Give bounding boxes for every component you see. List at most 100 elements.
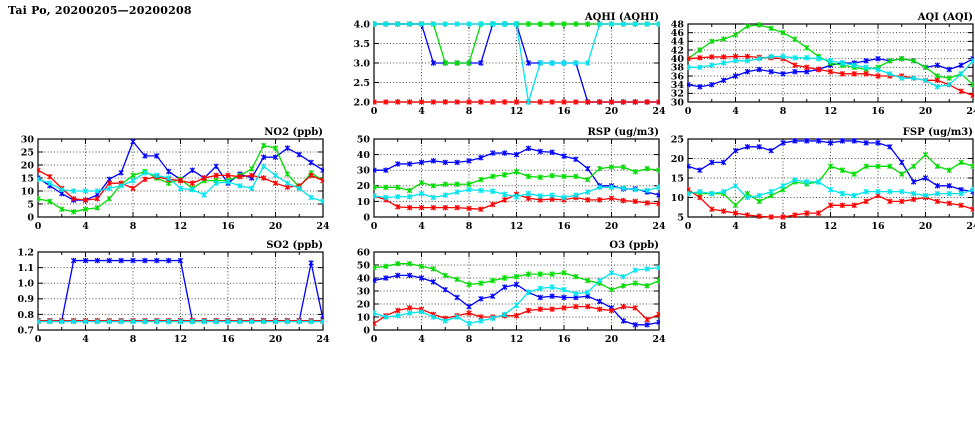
data-point-marker (922, 192, 929, 199)
data-point-marker (815, 66, 822, 73)
data-point-marker (608, 164, 615, 170)
data-point-marker (94, 196, 101, 202)
data-point-marker (213, 180, 219, 186)
data-point-marker (561, 286, 567, 293)
data-point-marker (709, 159, 715, 166)
data-point-marker (454, 294, 460, 301)
data-point-marker (513, 312, 520, 319)
data-point-marker (887, 71, 893, 77)
x-tick-label: 4 (418, 221, 425, 232)
x-tick-label: 8 (466, 106, 473, 117)
chart-title-rsp: RSP (ug/m3) (588, 127, 659, 138)
data-point-marker (970, 186, 974, 193)
data-point-marker (406, 21, 413, 27)
data-point-marker (70, 209, 77, 215)
y-tick-label: 30 (357, 286, 371, 297)
y-tick-label: 20 (671, 154, 685, 165)
data-point-marker (106, 185, 112, 192)
chart-title-no2: NO2 (ppb) (264, 127, 323, 138)
data-point-marker (839, 60, 846, 66)
data-point-marker (851, 171, 857, 177)
data-point-marker (454, 60, 460, 66)
data-point-marker (815, 210, 822, 216)
data-point-marker (501, 172, 508, 178)
data-point-marker (537, 21, 543, 27)
data-point-marker (478, 99, 484, 105)
data-point-marker (59, 186, 65, 193)
data-point-marker (70, 196, 77, 202)
data-point-marker (851, 71, 857, 77)
data-point-marker (687, 81, 691, 88)
data-point-marker (687, 55, 691, 62)
data-point-marker (395, 161, 401, 167)
data-point-marker (596, 184, 603, 191)
data-point-marker (887, 163, 893, 170)
y-tick-label: 30 (671, 97, 685, 108)
x-tick-label: 8 (466, 221, 473, 232)
data-point-marker (430, 158, 437, 164)
data-point-marker (537, 174, 543, 180)
data-point-marker (561, 21, 567, 27)
data-point-marker (154, 318, 160, 325)
data-point-marker (946, 200, 952, 207)
x-tick-label: 20 (605, 106, 619, 117)
data-point-marker (490, 150, 496, 156)
data-point-marker (934, 198, 941, 205)
data-point-marker (189, 186, 196, 193)
data-point-marker (225, 179, 231, 185)
data-point-marker (296, 151, 302, 158)
data-point-marker (47, 198, 53, 205)
data-point-marker (573, 192, 579, 198)
data-point-marker (177, 318, 184, 325)
data-point-marker (585, 176, 591, 183)
data-point-marker (851, 202, 857, 209)
y-tick-label: 10 (357, 312, 371, 323)
data-point-marker (490, 21, 496, 27)
chart-panel-fsp: 0 4 8 12 16 20 24 5 10 15 20 25 FSP (ug/m3) (650, 125, 975, 237)
data-point-marker (899, 198, 905, 205)
chart-panel-rsp: 0 4 8 12 16 20 24 0 10 20 30 40 50 RSP (ug/m3) (336, 125, 667, 237)
data-point-marker (490, 315, 496, 322)
data-point-marker (934, 190, 941, 197)
data-point-marker (430, 279, 437, 285)
data-point-marker (430, 204, 437, 211)
data-point-marker (596, 306, 603, 312)
series-group (373, 145, 660, 212)
data-point-marker (272, 172, 279, 179)
data-point-marker (395, 312, 401, 319)
data-point-marker (272, 154, 279, 160)
data-point-marker (632, 305, 638, 311)
data-point-marker (430, 21, 437, 27)
data-point-marker (94, 257, 101, 264)
chart-so2: 0 4 8 12 16 20 24 0.7 0.8 0.9 1.0 1.1 1.2 SO2 (ppb) (17, 240, 330, 345)
data-point-marker (430, 314, 437, 320)
data-point-marker (513, 273, 520, 280)
data-point-marker (130, 172, 136, 179)
data-point-marker (585, 21, 591, 27)
data-point-marker (442, 286, 448, 293)
x-tick-label: 20 (605, 334, 619, 345)
data-point-marker (792, 177, 798, 183)
data-point-marker (418, 99, 425, 105)
data-point-marker (383, 314, 389, 320)
x-tick-label: 4 (418, 106, 425, 117)
data-point-marker (442, 204, 448, 211)
data-point-marker (804, 179, 810, 185)
data-point-marker (839, 138, 846, 144)
data-point-marker (768, 25, 774, 32)
data-point-marker (94, 188, 101, 194)
y-tick-label: 1.1 (17, 263, 34, 274)
data-point-marker (970, 206, 974, 212)
data-point-marker (501, 150, 508, 156)
data-point-marker (82, 257, 89, 264)
data-point-marker (732, 147, 739, 154)
data-point-marker (454, 181, 460, 187)
data-point-marker (383, 21, 389, 27)
data-point-marker (130, 318, 136, 325)
data-point-marker (478, 187, 484, 194)
data-point-marker (418, 204, 425, 211)
data-point-marker (525, 21, 532, 27)
data-point-marker (958, 88, 964, 94)
x-tick-label: 0 (35, 334, 42, 345)
data-point-marker (430, 60, 437, 66)
